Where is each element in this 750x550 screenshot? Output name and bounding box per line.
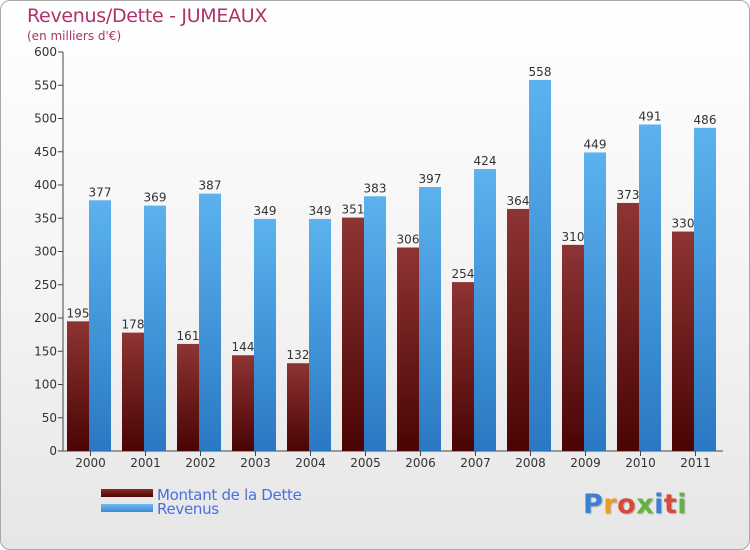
y-tick-label: 200 — [34, 311, 57, 325]
bar-revenus — [309, 218, 331, 451]
bar-revenus — [419, 186, 441, 451]
bar-debt — [232, 355, 254, 451]
proxiti-logo: Proxiti — [583, 489, 687, 520]
y-tick-label: 50 — [42, 411, 57, 425]
data-label-debt: 144 — [232, 340, 255, 354]
bar-revenus — [89, 200, 111, 451]
data-label-debt: 178 — [122, 318, 145, 332]
data-label-debt: 254 — [452, 267, 475, 281]
y-tick-label: 500 — [34, 112, 57, 126]
y-tick-label: 400 — [34, 178, 57, 192]
x-tick-label: 2010 — [625, 456, 656, 470]
data-label-revenus: 383 — [364, 181, 387, 195]
logo-letter: r — [603, 489, 618, 520]
bar-debt — [287, 363, 309, 451]
bar-revenus — [584, 152, 606, 452]
bar-debt — [177, 343, 199, 451]
bar-debt — [67, 321, 89, 451]
data-label-debt: 310 — [562, 230, 585, 244]
data-label-revenus: 397 — [419, 172, 442, 186]
bar-revenus — [639, 124, 661, 452]
bar-revenus — [529, 79, 551, 452]
y-tick-label: 600 — [34, 45, 57, 59]
bar-revenus — [199, 193, 221, 451]
data-label-debt: 195 — [67, 306, 90, 320]
y-tick-label: 150 — [34, 344, 57, 358]
data-label-revenus: 486 — [694, 113, 717, 127]
data-label-debt: 161 — [177, 329, 200, 343]
bar-debt — [617, 202, 639, 451]
bar-debt — [507, 208, 529, 451]
x-tick-label: 2003 — [240, 456, 271, 470]
logo-letter: t — [663, 489, 678, 520]
x-tick-label: 2006 — [405, 456, 436, 470]
x-tick-label: 2008 — [515, 456, 546, 470]
x-tick-label: 2002 — [185, 456, 216, 470]
logo-letter: i — [654, 489, 664, 520]
chart-subtitle: (en milliers d'€) — [27, 29, 122, 43]
data-label-revenus: 491 — [639, 109, 662, 123]
y-tick-label: 450 — [34, 145, 57, 159]
bar-debt — [122, 332, 144, 451]
y-tick-label: 550 — [34, 78, 57, 92]
x-tick-label: 2004 — [295, 456, 326, 470]
bar-debt — [452, 282, 474, 451]
y-tick-label: 0 — [49, 444, 57, 458]
data-label-revenus: 369 — [144, 191, 167, 205]
bar-revenus — [694, 127, 716, 451]
data-label-revenus: 377 — [89, 185, 112, 199]
y-tick-label: 300 — [34, 245, 57, 259]
logo-letter: o — [617, 489, 637, 520]
data-label-revenus: 387 — [199, 179, 222, 193]
data-label-debt: 373 — [617, 188, 640, 202]
x-tick-label: 2001 — [130, 456, 161, 470]
x-tick-label: 2005 — [350, 456, 381, 470]
bar-debt — [342, 217, 364, 451]
x-tick-label: 2011 — [680, 456, 711, 470]
bar-revenus — [364, 196, 386, 451]
data-label-debt: 306 — [397, 233, 420, 247]
y-tick-label: 350 — [34, 211, 57, 225]
chart-title: Revenus/Dette - JUMEAUX — [27, 5, 268, 27]
data-label-debt: 132 — [287, 348, 310, 362]
legend-swatch-debt — [101, 489, 153, 497]
bar-debt — [672, 231, 694, 451]
data-label-revenus: 424 — [474, 154, 497, 168]
data-label-revenus: 349 — [309, 204, 332, 218]
y-tick-label: 100 — [34, 378, 57, 392]
data-label-revenus: 349 — [254, 204, 277, 218]
bar-revenus — [254, 218, 276, 451]
x-tick-label: 2009 — [570, 456, 601, 470]
y-tick-label: 250 — [34, 278, 57, 292]
data-label-revenus: 449 — [584, 137, 607, 151]
bar-revenus — [474, 169, 496, 452]
bar-debt — [397, 247, 419, 451]
data-label-debt: 351 — [342, 203, 365, 217]
x-tick-label: 2000 — [75, 456, 106, 470]
logo-letter: P — [583, 489, 604, 520]
legend-label-revenus: Revenus — [157, 500, 219, 518]
bar-debt — [562, 244, 584, 451]
data-label-debt: 330 — [672, 217, 695, 231]
logo-letter: x — [636, 489, 655, 520]
x-tick-label: 2007 — [460, 456, 491, 470]
data-label-revenus: 558 — [529, 65, 552, 79]
legend-label-debt: Montant de la Dette — [157, 486, 302, 504]
bar-revenus — [144, 205, 166, 451]
data-label-debt: 364 — [507, 194, 530, 208]
logo-letter: i — [677, 489, 688, 520]
legend-swatch-revenus — [101, 504, 153, 512]
